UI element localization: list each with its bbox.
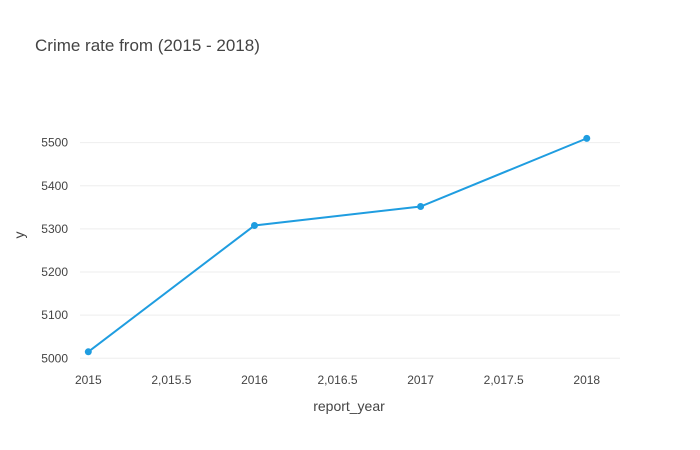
data-point[interactable] [583, 134, 591, 142]
y-tick-label: 5500 [41, 136, 68, 150]
x-tick-label: 2016 [241, 373, 268, 387]
data-point[interactable] [417, 203, 425, 211]
x-tick-label: 2017 [407, 373, 434, 387]
series-layer [84, 134, 591, 356]
x-axis-title: report_year [313, 398, 385, 414]
y-tick-label: 5000 [41, 351, 68, 365]
x-tick-label: 2,017.5 [484, 373, 524, 387]
data-point[interactable] [84, 348, 92, 356]
x-axis-ticks: 2015 2,015.5 2016 2,016.5 2017 2,017.5 2018 [75, 373, 600, 387]
y-tick-label: 5100 [41, 308, 68, 322]
x-tick-label: 2,016.5 [318, 373, 358, 387]
x-tick-label: 2,015.5 [151, 373, 191, 387]
y-tick-label: 5200 [41, 265, 68, 279]
x-tick-label: 2018 [573, 373, 600, 387]
series-line [87, 137, 588, 353]
y-axis-ticks: 5000 5100 5200 5300 5400 5500 [41, 136, 68, 366]
chart-title: Crime rate from (2015 - 2018) [35, 36, 260, 55]
y-tick-label: 5300 [41, 222, 68, 236]
x-tick-label: 2015 [75, 373, 102, 387]
y-axis-title: y [11, 232, 27, 239]
y-tick-label: 5400 [41, 179, 68, 193]
data-point[interactable] [250, 221, 258, 229]
grid-lines [80, 142, 620, 359]
